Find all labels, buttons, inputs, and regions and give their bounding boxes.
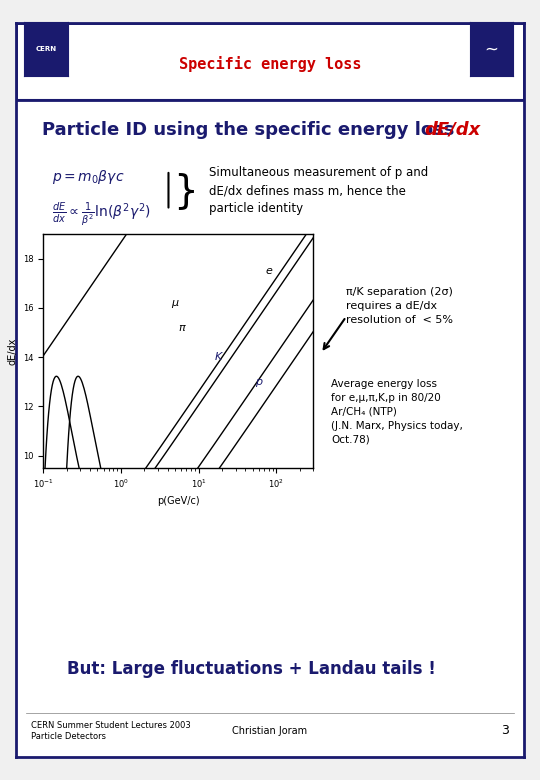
Y-axis label: dE/dx: dE/dx bbox=[8, 337, 17, 365]
Text: e: e bbox=[265, 266, 272, 276]
X-axis label: p(GeV/c): p(GeV/c) bbox=[157, 495, 199, 505]
Text: dE/dx: dE/dx bbox=[425, 121, 481, 139]
Text: Average energy loss
for e,μ,π,K,p in 80/20
Ar/CH₄ (NTP)
(J.N. Marx, Physics toda: Average energy loss for e,μ,π,K,p in 80/… bbox=[331, 379, 463, 445]
Bar bbox=[16, 23, 524, 101]
Text: Particle ID using the specific energy loss: Particle ID using the specific energy lo… bbox=[42, 121, 460, 139]
Text: $\frac{dE}{dx} \propto \frac{1}{\beta^2} \ln(\beta^2\gamma^2)$: $\frac{dE}{dx} \propto \frac{1}{\beta^2}… bbox=[52, 200, 151, 228]
Text: 3: 3 bbox=[501, 725, 509, 737]
Text: π: π bbox=[178, 323, 185, 332]
Text: }: } bbox=[173, 172, 198, 210]
Text: But: Large fluctuations + Landau tails !: But: Large fluctuations + Landau tails ! bbox=[67, 660, 436, 678]
Text: Specific energy loss: Specific energy loss bbox=[179, 55, 361, 72]
Text: π/K separation (2σ)
requires a dE/dx
resolution of  < 5%: π/K separation (2σ) requires a dE/dx res… bbox=[346, 287, 453, 324]
Text: CERN Summer Student Lectures 2003
Particle Detectors: CERN Summer Student Lectures 2003 Partic… bbox=[31, 722, 191, 741]
Text: Christian Joram: Christian Joram bbox=[232, 726, 308, 736]
Text: K: K bbox=[215, 352, 222, 362]
Text: CERN: CERN bbox=[35, 46, 57, 52]
Text: Simultaneous measurement of p and
dE/dx defines mass m, hence the
particle ident: Simultaneous measurement of p and dE/dx … bbox=[209, 166, 428, 215]
Text: $p = m_0\beta\gamma c$: $p = m_0\beta\gamma c$ bbox=[52, 168, 124, 186]
Text: p: p bbox=[255, 377, 262, 387]
Text: μ: μ bbox=[172, 298, 179, 308]
Text: ~: ~ bbox=[484, 40, 498, 58]
